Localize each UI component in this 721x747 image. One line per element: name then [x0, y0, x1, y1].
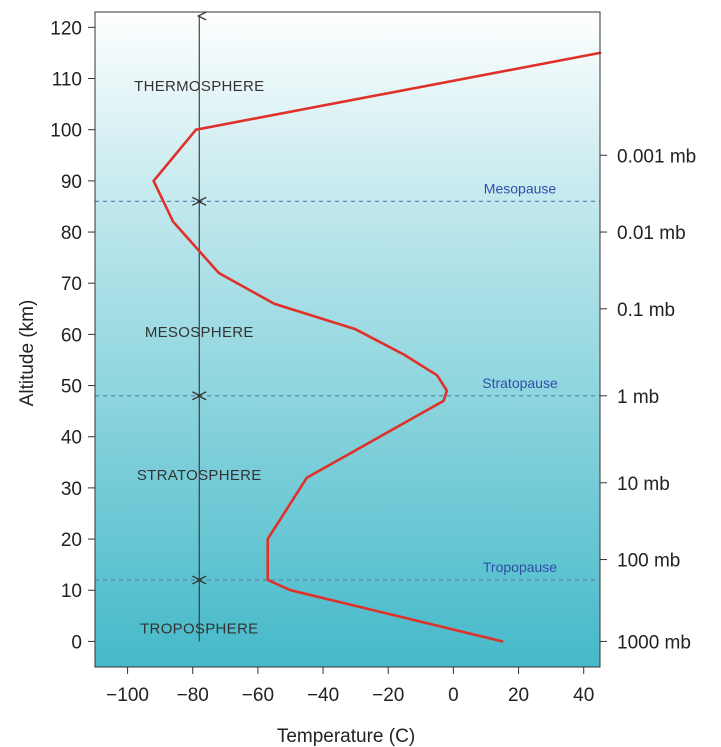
pressure-label-2: 10 mb — [617, 474, 670, 495]
layer-label-0: TROPOSPHERE — [140, 621, 258, 638]
layer-label-3: THERMOSPHERE — [134, 78, 264, 95]
plot-background — [95, 12, 600, 667]
x-tick-label-0: −100 — [106, 685, 149, 706]
pressure-label-4: 0.1 mb — [617, 300, 675, 321]
y-tick-label-12: 120 — [50, 18, 82, 39]
series-line-0 — [152, 51, 602, 643]
layer-label-2: MESOSPHERE — [145, 324, 254, 341]
axes: 0 10 20 30 40 50 60 70 80 90 100 110 120 −100 −80 −60 −4… — [50, 11, 696, 706]
x-tick-label-7: 40 — [573, 685, 594, 706]
y-tick-label-11: 110 — [52, 70, 82, 91]
y-tick-label-7: 70 — [61, 274, 82, 295]
x-tick-label-2: −60 — [242, 685, 274, 706]
y-tick-label-1: 10 — [61, 581, 82, 602]
y-tick-label-4: 40 — [61, 428, 82, 449]
boundary-label-1: Stratopause — [482, 375, 558, 391]
y-axis-title: Altitude (km) — [17, 300, 38, 407]
x-tick-label-6: 20 — [508, 685, 529, 706]
y-tick-label-9: 90 — [61, 172, 82, 193]
boundary-label-0: Tropopause — [483, 559, 557, 575]
temperature-profile — [152, 51, 602, 643]
plot-frame — [94, 11, 601, 668]
pressure-label-0: 1000 mb — [617, 632, 691, 653]
y-tick-label-3: 30 — [61, 479, 82, 500]
chart-labels: Tropopause Stratopause Mesopause TROPOSPHER… — [134, 78, 558, 637]
x-tick-label-1: −80 — [177, 685, 209, 706]
x-axis-title: Temperature (C) — [277, 726, 415, 747]
layer-label-1: STRATOSPHERE — [137, 467, 262, 484]
pressure-label-3: 1 mb — [617, 387, 659, 408]
pressure-label-1: 100 mb — [617, 551, 680, 572]
boundary-label-2: Mesopause — [484, 180, 557, 196]
y-tick-label-10: 100 — [50, 121, 82, 142]
pressure-label-5: 0.01 mb — [617, 223, 686, 244]
x-tick-label-5: 0 — [448, 685, 459, 706]
x-tick-label-4: −20 — [372, 685, 404, 706]
pressure-label-6: 0.001 mb — [617, 146, 696, 167]
y-tick-label-2: 20 — [61, 530, 82, 551]
y-tick-label-8: 80 — [61, 223, 82, 244]
x-tick-label-3: −40 — [307, 685, 339, 706]
y-tick-label-0: 0 — [71, 632, 82, 653]
y-tick-label-6: 60 — [61, 325, 82, 346]
y-tick-label-5: 50 — [61, 377, 82, 398]
